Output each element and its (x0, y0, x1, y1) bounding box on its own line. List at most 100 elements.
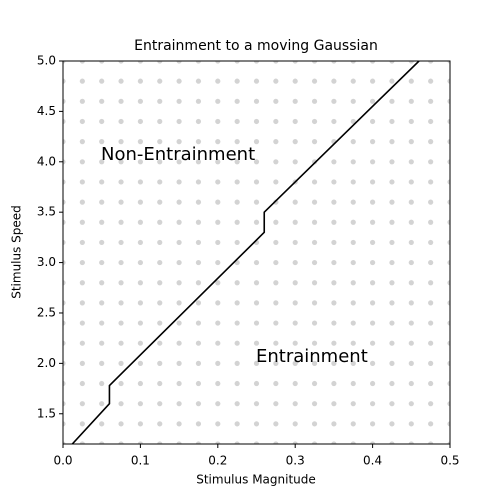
sample-point (195, 340, 202, 346)
y-axis-label: Stimulus Speed (10, 205, 24, 299)
x-tick-label: 0.1 (131, 454, 150, 468)
sample-point (331, 441, 337, 444)
sample-point (408, 300, 414, 306)
sample-point (137, 401, 143, 407)
sample-point (428, 340, 434, 346)
sample-point (350, 360, 356, 366)
sample-point (428, 98, 434, 104)
sample-point (389, 340, 395, 346)
sample-point (157, 401, 163, 407)
sample-point (79, 401, 85, 407)
sample-point (428, 179, 434, 185)
sample-point (331, 78, 337, 84)
sample-point (176, 78, 182, 84)
sample-point (157, 320, 163, 326)
sample-point (331, 401, 337, 407)
sample-point (79, 360, 85, 366)
sample-point (215, 61, 221, 64)
x-tick-label: 0.3 (286, 454, 305, 468)
x-tick-label: 0.2 (208, 454, 227, 468)
sample-point (447, 300, 450, 306)
sample-point (370, 159, 376, 165)
sample-point (428, 360, 434, 366)
sample-point (447, 401, 450, 407)
sample-point (253, 280, 260, 286)
sample-point (311, 401, 318, 407)
sample-point (292, 239, 298, 246)
sample-point (176, 219, 182, 225)
sample-point (137, 98, 143, 104)
sample-point (137, 421, 143, 427)
sample-point (292, 441, 298, 444)
sample-point (195, 259, 202, 266)
sample-point (428, 280, 434, 286)
sample-point (311, 139, 318, 145)
sample-point (311, 219, 318, 225)
sample-point (215, 401, 221, 407)
sample-point (234, 78, 240, 84)
sample-point (447, 159, 450, 165)
sample-point (447, 340, 450, 346)
sample-point (389, 401, 395, 407)
sample-point (331, 259, 337, 266)
sample-point (195, 360, 202, 366)
sample-point (370, 219, 376, 225)
sample-point (118, 118, 124, 125)
sample-point (79, 98, 85, 104)
sample-point (118, 78, 124, 84)
sample-point (79, 179, 85, 185)
plot-area (63, 61, 450, 444)
sample-point (234, 98, 240, 104)
sample-point (157, 118, 163, 125)
sample-point (428, 320, 434, 326)
sample-point (157, 239, 163, 246)
sample-point (157, 199, 163, 205)
sample-point (195, 219, 202, 225)
sample-point (447, 98, 450, 104)
sample-point (118, 380, 124, 387)
sample-point (370, 98, 376, 104)
sample-point (99, 320, 105, 326)
sample-point (331, 280, 337, 286)
sample-point (157, 360, 163, 366)
sample-point (292, 401, 298, 407)
sample-point (370, 78, 376, 84)
sample-point (234, 159, 240, 165)
sample-point (63, 340, 66, 346)
sample-point (79, 300, 85, 306)
sample-point (273, 280, 279, 286)
sample-point (176, 159, 182, 165)
sample-point (99, 239, 105, 246)
sample-point (195, 78, 202, 84)
sample-point (157, 139, 163, 145)
sample-point (63, 421, 66, 427)
sample-point (99, 179, 105, 185)
sample-point (273, 118, 279, 125)
x-tick-label: 0.4 (363, 454, 382, 468)
sample-point (408, 78, 414, 84)
sample-point (157, 421, 163, 427)
sample-point (176, 340, 182, 346)
sample-point (157, 159, 163, 165)
sample-point (137, 380, 143, 387)
sample-point (311, 259, 318, 266)
sample-point (234, 401, 240, 407)
sample-point (408, 441, 414, 444)
sample-point (253, 118, 260, 125)
sample-point (389, 199, 395, 205)
sample-point (234, 179, 240, 185)
sample-point (292, 98, 298, 104)
sample-point (195, 239, 202, 246)
sample-point (311, 78, 318, 84)
sample-point (292, 320, 298, 326)
sample-point (428, 118, 434, 125)
sample-point (63, 300, 66, 306)
sample-point (79, 239, 85, 246)
sample-point (311, 340, 318, 346)
sample-point (118, 239, 124, 246)
sample-point (137, 280, 143, 286)
sample-point (350, 78, 356, 84)
sample-point (350, 259, 356, 266)
sample-point (292, 159, 298, 165)
sample-point (215, 98, 221, 104)
